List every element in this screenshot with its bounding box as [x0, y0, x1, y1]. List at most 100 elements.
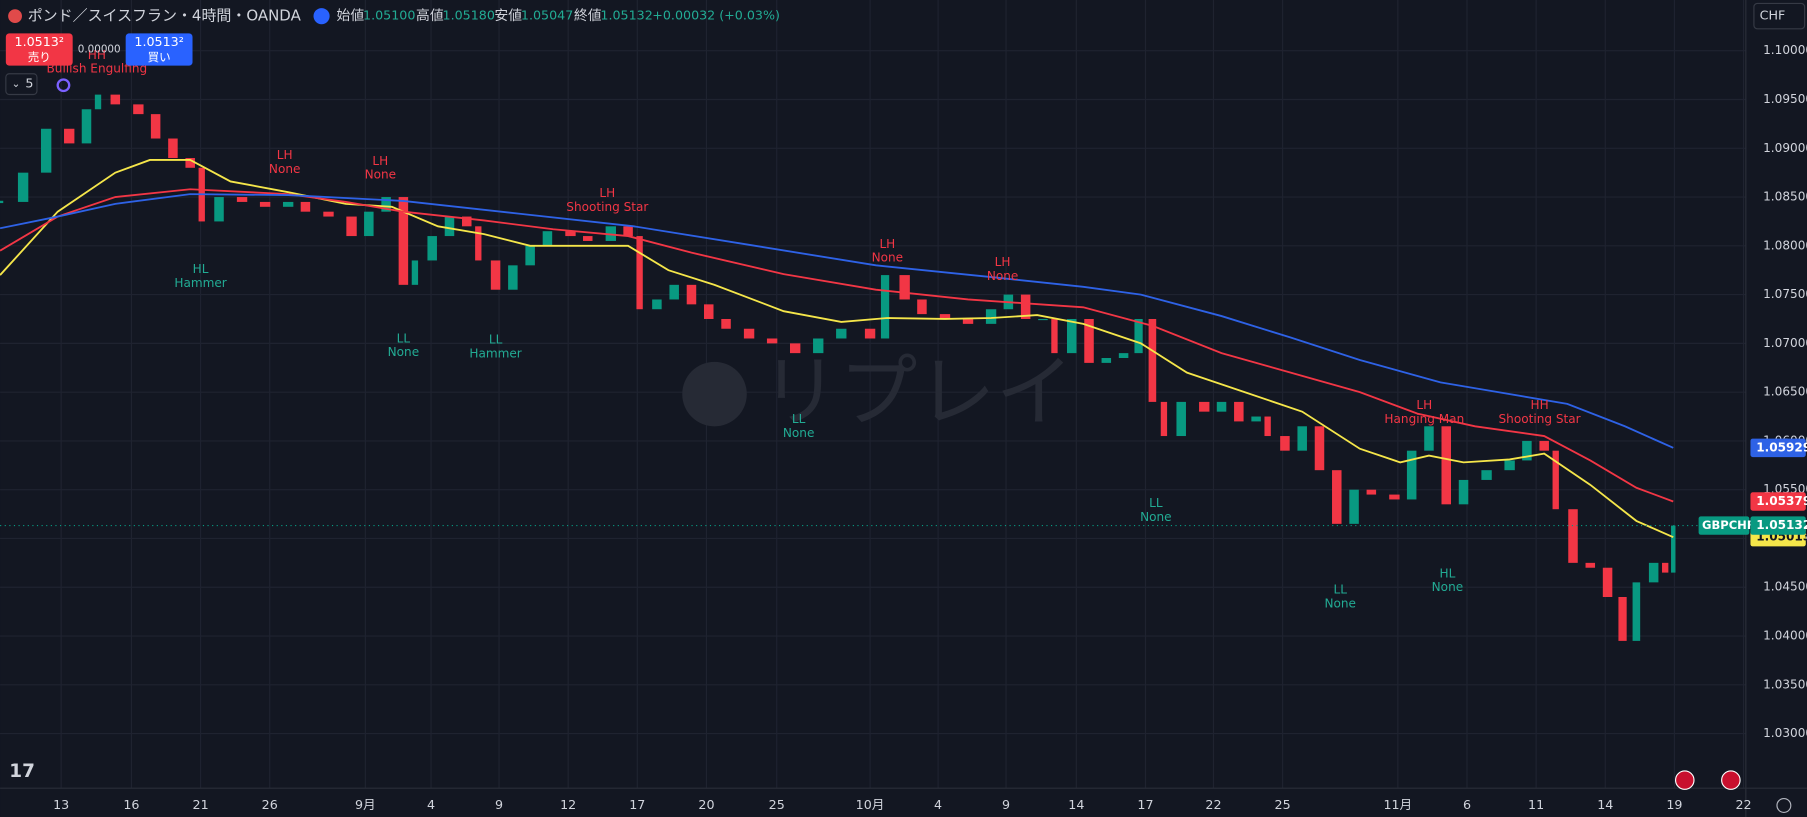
- watermark-icon: [682, 361, 747, 427]
- price-badge: [1750, 438, 1806, 458]
- candle-body: [411, 260, 419, 285]
- candle-body: [985, 309, 997, 324]
- x-tick-label: 25: [1275, 797, 1291, 812]
- pattern-label: LH: [372, 154, 388, 168]
- candle-body: [813, 338, 824, 354]
- buy-price[interactable]: 1.0513²: [134, 34, 183, 49]
- candle-body: [1216, 401, 1227, 412]
- candle-body: [542, 231, 553, 246]
- candle-body: [652, 299, 662, 310]
- symbol-badge: [1698, 516, 1750, 535]
- y-tick-label: 1.03500: [1763, 677, 1807, 691]
- candle-body: [1134, 318, 1143, 354]
- candle-body: [1504, 460, 1515, 471]
- ohlc-value: 1.05132: [600, 8, 652, 23]
- x-tick-label: 4: [934, 797, 942, 812]
- candle-body: [1441, 426, 1451, 505]
- candle-body: [1160, 401, 1168, 437]
- buy-button[interactable]: [125, 33, 193, 66]
- candle-body: [1264, 416, 1271, 437]
- candle-body: [939, 314, 951, 319]
- candle-body: [1671, 525, 1676, 573]
- x-tick-label: 22: [1205, 797, 1221, 812]
- candle-body: [636, 236, 643, 310]
- candle-body: [110, 94, 121, 105]
- ohlc-label: 安値: [494, 8, 522, 24]
- flag-icon[interactable]: [1721, 770, 1741, 790]
- x-tick-label: 26: [262, 797, 278, 812]
- y-tick-label: 1.09000: [1763, 141, 1807, 155]
- y-tick-label: 1.08500: [1763, 190, 1807, 204]
- candle-body: [836, 328, 847, 339]
- pattern-label: None: [1140, 510, 1172, 524]
- candle-body: [962, 318, 974, 324]
- candle-body: [1297, 426, 1307, 451]
- candle-body: [1424, 426, 1434, 451]
- pattern-label: LL: [1149, 496, 1163, 510]
- candle-body: [1084, 318, 1094, 363]
- indicator-count[interactable]: 5: [25, 76, 33, 91]
- candle-body: [1349, 489, 1359, 524]
- tv-logo[interactable]: 17: [9, 761, 35, 782]
- ohlc-value: 1.05100: [363, 8, 415, 23]
- sell-button[interactable]: [5, 33, 73, 66]
- candle-body: [323, 211, 334, 217]
- price-badge-label: 1.05379: [1756, 494, 1807, 508]
- x-tick-label: 11月: [1383, 797, 1412, 812]
- candle-body: [40, 128, 52, 173]
- candle-body: [462, 216, 472, 227]
- flag-icon[interactable]: [1674, 770, 1695, 790]
- buy-label[interactable]: 買い: [148, 50, 171, 64]
- symbol-title[interactable]: ポンド／スイスフラン・4時間・OANDA: [28, 7, 302, 25]
- settings-icon[interactable]: [1776, 797, 1792, 813]
- symbol-badge-label: GBPCHF: [1702, 518, 1755, 532]
- y-tick-label: 1.04000: [1763, 629, 1807, 643]
- x-tick-label: 17: [1137, 797, 1153, 812]
- sell-price[interactable]: 1.0513²: [15, 34, 64, 49]
- pattern-label: LH: [277, 148, 293, 162]
- ohlc-change: +0.00032 (+0.03%): [652, 8, 780, 23]
- replay-icon[interactable]: [313, 8, 330, 25]
- candle-body: [721, 318, 731, 329]
- moving-average: [0, 159, 1674, 539]
- pattern-label: LH: [879, 237, 895, 251]
- candle-body: [214, 197, 224, 222]
- y-tick-label: 1.04500: [1763, 580, 1807, 594]
- indicator-toggle[interactable]: [5, 73, 38, 96]
- candle-body: [259, 201, 271, 207]
- currency[interactable]: CHF: [1760, 8, 1786, 23]
- y-tick-label: 1.08000: [1763, 238, 1807, 252]
- candle-body: [1118, 353, 1129, 359]
- x-tick-label: 17: [629, 797, 645, 812]
- pattern-label: Hammer: [469, 346, 521, 360]
- symbol-logo: [8, 9, 22, 24]
- x-tick-label: 11: [1528, 797, 1544, 812]
- candle-body: [1280, 436, 1290, 451]
- candle-body: [1314, 426, 1325, 471]
- pattern-label: LH: [599, 186, 615, 200]
- candle-body: [525, 245, 535, 266]
- candle-body: [1522, 440, 1532, 461]
- x-tick-label: 12: [560, 797, 576, 812]
- candle-body: [300, 201, 311, 212]
- candle-body: [490, 260, 501, 290]
- chevron[interactable]: ⌄: [12, 78, 21, 90]
- currency-box[interactable]: [1753, 2, 1806, 30]
- x-tick-label: 14: [1597, 797, 1613, 812]
- candle-body: [0, 200, 4, 204]
- candle-body: [1234, 401, 1244, 422]
- candle-body: [81, 109, 92, 144]
- sell-label[interactable]: 売り: [28, 50, 51, 64]
- x-tick-label: 22: [1735, 797, 1751, 812]
- candle-body: [1568, 509, 1578, 563]
- candle-body: [1618, 596, 1627, 641]
- candle-body: [743, 328, 755, 339]
- y-tick-label: 1.06500: [1763, 385, 1807, 399]
- candle-body: [236, 197, 248, 202]
- pattern-label: None: [1432, 580, 1464, 594]
- candle-body: [686, 284, 697, 305]
- candle-body: [1020, 294, 1031, 319]
- candle-body: [381, 197, 391, 212]
- pattern-label: HH: [88, 48, 106, 62]
